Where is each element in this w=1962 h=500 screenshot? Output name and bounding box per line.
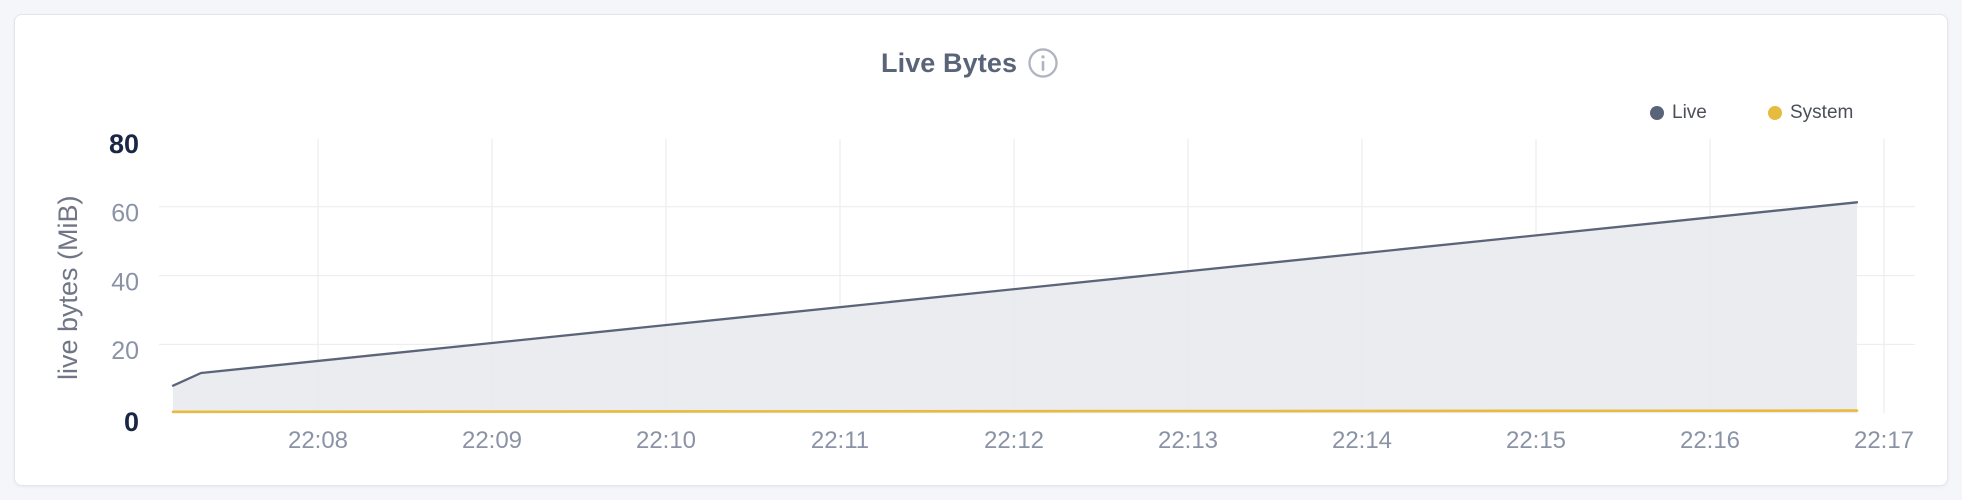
svg-text:22:10: 22:10 bbox=[636, 427, 696, 454]
svg-text:22:17: 22:17 bbox=[1854, 427, 1914, 454]
svg-text:40: 40 bbox=[111, 268, 139, 296]
svg-text:80: 80 bbox=[109, 129, 139, 159]
svg-text:22:08: 22:08 bbox=[288, 427, 348, 454]
svg-text:22:13: 22:13 bbox=[1158, 427, 1218, 454]
svg-text:22:12: 22:12 bbox=[984, 427, 1044, 454]
svg-text:0: 0 bbox=[124, 407, 139, 437]
svg-text:22:16: 22:16 bbox=[1680, 427, 1740, 454]
svg-text:22:14: 22:14 bbox=[1332, 427, 1392, 454]
svg-text:22:15: 22:15 bbox=[1506, 427, 1566, 454]
svg-text:20: 20 bbox=[111, 337, 139, 365]
svg-text:60: 60 bbox=[111, 200, 139, 228]
svg-text:22:09: 22:09 bbox=[462, 427, 522, 454]
svg-text:22:11: 22:11 bbox=[811, 427, 869, 454]
